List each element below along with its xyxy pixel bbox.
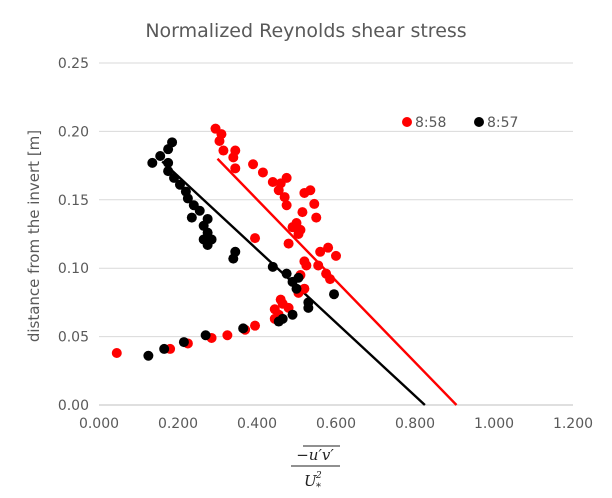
data-point-series-1: [297, 207, 308, 218]
y-tick-label: 0.15: [58, 193, 89, 209]
data-point-series-2: [159, 343, 170, 354]
data-point-series-2: [174, 179, 185, 190]
x-label-denominator-sub: *: [316, 482, 321, 493]
x-axis-label: −u′v′ U 2 *: [291, 445, 340, 493]
data-point-series-1: [313, 260, 324, 271]
y-tick-labels: 0.00 0.05 0.10 0.15 0.20 0.25: [58, 56, 89, 414]
data-point-series-2: [238, 323, 249, 334]
trend-lines: [161, 157, 458, 406]
x-label-denominator: U: [304, 472, 318, 490]
y-tick-label: 0.10: [58, 261, 89, 277]
data-points: [111, 123, 341, 361]
chart-title: Normalized Reynolds shear stress: [145, 20, 466, 42]
data-point-series-1: [315, 246, 326, 257]
data-point-series-2: [293, 272, 304, 283]
data-point-series-1: [230, 163, 241, 174]
data-point-series-1: [250, 320, 261, 331]
x-tick-label: 0.800: [395, 416, 435, 432]
x-label-denominator-super: 2: [315, 471, 322, 481]
legend-marker: [474, 117, 484, 127]
x-tick-label: 0.200: [158, 416, 198, 432]
data-point-series-2: [167, 137, 178, 148]
legend-label: 8:58: [415, 115, 446, 131]
data-point-series-1: [311, 212, 322, 223]
legend: 8:58 8:57: [402, 115, 518, 131]
legend-label: 8:57: [487, 115, 518, 131]
data-point-series-1: [281, 172, 292, 183]
y-tick-label: 0.05: [58, 330, 89, 346]
data-point-series-2: [163, 157, 174, 168]
data-point-series-2: [287, 309, 298, 320]
data-point-series-1: [210, 123, 221, 134]
data-point-series-1: [299, 283, 310, 294]
data-point-series-2: [163, 166, 174, 177]
y-tick-label: 0.00: [58, 398, 89, 414]
data-point-series-1: [309, 198, 320, 209]
data-point-series-2: [155, 151, 166, 162]
data-point-series-2: [169, 172, 180, 183]
data-point-series-1: [299, 256, 310, 267]
data-point-series-1: [275, 294, 286, 305]
legend-marker: [402, 117, 412, 127]
y-axis-label: distance from the invert [m]: [25, 130, 43, 342]
data-point-series-2: [281, 268, 292, 279]
data-point-series-2: [147, 157, 158, 168]
data-point-series-1: [331, 250, 341, 261]
x-tick-label: 1.200: [553, 416, 593, 432]
data-point-series-1: [281, 200, 292, 211]
x-label-numerator: −u′v′: [296, 446, 334, 464]
data-point-series-2: [178, 337, 189, 348]
data-point-series-1: [248, 159, 259, 170]
data-point-series-1: [257, 167, 268, 178]
data-point-series-1: [250, 233, 261, 244]
data-point-series-1: [305, 185, 316, 196]
data-point-series-1: [269, 304, 280, 315]
x-tick-label: 0.400: [237, 416, 277, 432]
data-point-series-2: [230, 246, 241, 257]
data-point-series-1: [111, 348, 122, 359]
y-tick-label: 0.20: [58, 124, 89, 140]
data-point-series-1: [325, 274, 336, 285]
x-tick-label: 0.000: [79, 416, 119, 432]
data-point-series-1: [291, 218, 302, 229]
data-point-series-1: [323, 242, 334, 253]
data-point-series-1: [222, 330, 233, 341]
data-point-series-1: [267, 177, 278, 188]
x-tick-label: 0.600: [316, 416, 356, 432]
gridlines: [99, 62, 573, 406]
data-point-series-2: [180, 186, 191, 197]
data-point-series-1: [230, 145, 241, 156]
data-point-series-1: [218, 145, 229, 156]
data-point-series-2: [329, 289, 340, 300]
x-tick-label: 1.000: [474, 416, 514, 432]
data-point-series-1: [283, 238, 294, 249]
data-point-series-2: [186, 212, 197, 223]
data-point-series-2: [202, 213, 213, 224]
data-point-series-1: [279, 192, 290, 203]
data-point-series-2: [267, 261, 278, 272]
data-point-series-2: [200, 330, 211, 341]
data-point-series-2: [277, 313, 288, 324]
data-point-series-2: [143, 350, 154, 361]
y-tick-label: 0.25: [58, 56, 89, 72]
trend-line-1: [216, 157, 458, 406]
data-point-series-2: [303, 297, 314, 308]
data-point-series-2: [188, 200, 199, 211]
x-tick-labels: 0.000 0.200 0.400 0.600 0.800 1.000 1.200: [79, 416, 593, 432]
